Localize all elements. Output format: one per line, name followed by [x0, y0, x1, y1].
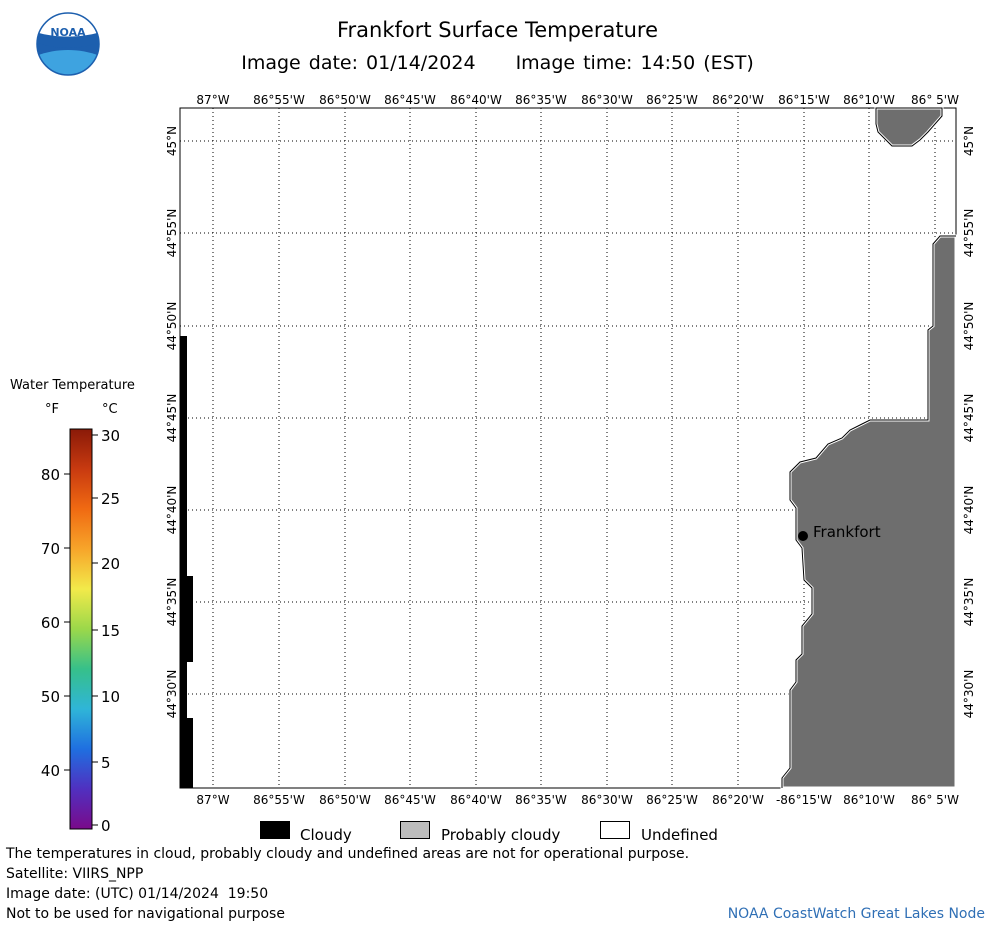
c-tick-label: 10 [101, 688, 120, 706]
legend-unit-fahrenheit: °F [45, 402, 59, 417]
page-title: Frankfort Surface Temperature [336, 18, 658, 42]
credit-link[interactable]: NOAA CoastWatch Great Lakes Node [727, 906, 985, 922]
top-lon-label: 86°45'W [384, 93, 436, 107]
top-lon-label: 86° 5'W [911, 93, 959, 107]
probably-cloudy-label: Probably cloudy [441, 826, 561, 844]
f-tick-label: 50 [41, 688, 60, 706]
top-lon-label: 86°15'W [778, 93, 830, 107]
c-tick-label: 15 [101, 622, 120, 640]
probably-cloudy-swatch [400, 821, 430, 839]
top-lon-label: 86°25'W [646, 93, 698, 107]
cloudy-swatch [260, 821, 290, 839]
cloudy-area [180, 336, 193, 788]
top-lon-label: 87°W [196, 93, 229, 107]
f-tick-label: 70 [41, 540, 60, 558]
right-lat-label: 44°50'N [962, 302, 976, 351]
left-lat-label: 44°40'N [165, 486, 179, 535]
top-lon-label: 86°55'W [253, 93, 305, 107]
temperature-color-bar [69, 428, 93, 830]
bottom-lon-label: 86°45'W [384, 793, 436, 807]
bottom-lon-label: 87°W [196, 793, 229, 807]
bottom-lon-label: 86°20'W [712, 793, 764, 807]
bottom-lon-label: 86°25'W [646, 793, 698, 807]
image-date-time-line: Image date: 01/14/2024 Image time: 14:50 … [0, 52, 995, 74]
top-lon-label: 86°30'W [581, 93, 633, 107]
frankfort-marker-icon [798, 531, 808, 541]
c-tick-label: 25 [101, 490, 120, 508]
bottom-lon-label: 86°30'W [581, 793, 633, 807]
left-lat-label: 45°N [165, 126, 179, 156]
c-tick-label: 5 [101, 754, 111, 772]
image-date: Image date: 01/14/2024 [241, 52, 476, 74]
bottom-lon-label: 86°40'W [450, 793, 502, 807]
c-tick-label: 30 [101, 427, 120, 445]
right-lat-label: 44°45'N [962, 394, 976, 443]
top-lon-label: 86°40'W [450, 93, 502, 107]
satellite-info: Satellite: VIIRS_NPP [6, 866, 144, 882]
cloudy-label: Cloudy [300, 826, 352, 844]
c-tick-label: 20 [101, 555, 120, 573]
legend-unit-celsius: °C [102, 402, 118, 417]
right-lat-label: 44°40'N [962, 486, 976, 535]
image-date-utc: Image date: (UTC) 01/14/2024 19:50 [6, 886, 269, 902]
top-lon-label: 86°20'W [712, 93, 764, 107]
f-tick-label: 60 [41, 614, 60, 632]
top-lon-label: 86°50'W [319, 93, 371, 107]
bottom-lon-label: 86°50'W [319, 793, 371, 807]
left-lat-label: 44°30'N [165, 670, 179, 719]
noaa-logo-text: NOAA [50, 26, 86, 39]
right-lat-label: 44°30'N [962, 670, 976, 719]
f-tick-label: 80 [41, 466, 60, 484]
left-lat-label: 44°45'N [165, 394, 179, 443]
bottom-lon-label: 86°10'W [843, 793, 895, 807]
undefined-swatch [600, 821, 630, 839]
left-lat-label: 44°55'N [165, 209, 179, 258]
top-lon-label: 86°10'W [843, 93, 895, 107]
left-lat-label: 44°35'N [165, 578, 179, 627]
f-tick-label: 40 [41, 762, 60, 780]
left-lat-label: 44°50'N [165, 302, 179, 351]
undefined-label: Undefined [641, 826, 718, 844]
bottom-lon-label: 86°55'W [253, 793, 305, 807]
image-time: Image time: 14:50 (EST) [515, 52, 754, 74]
right-lat-label: 44°55'N [962, 209, 976, 258]
bottom-lon-label: -86°15'W [776, 793, 832, 807]
right-lat-label: 45°N [962, 126, 976, 156]
bottom-lon-label: 86°35'W [515, 793, 567, 807]
navigation-note: Not to be used for navigational purpose [6, 906, 285, 922]
right-lat-label: 44°35'N [962, 578, 976, 627]
c-tick-label: 0 [101, 817, 111, 835]
noaa-logo-icon: NOAA [36, 12, 100, 76]
operational-note: The temperatures in cloud, probably clou… [6, 846, 690, 862]
bottom-lon-label: 86° 5'W [911, 793, 959, 807]
legend-title: Water Temperature [10, 378, 135, 393]
frankfort-label: Frankfort [813, 523, 881, 541]
top-lon-label: 86°35'W [515, 93, 567, 107]
